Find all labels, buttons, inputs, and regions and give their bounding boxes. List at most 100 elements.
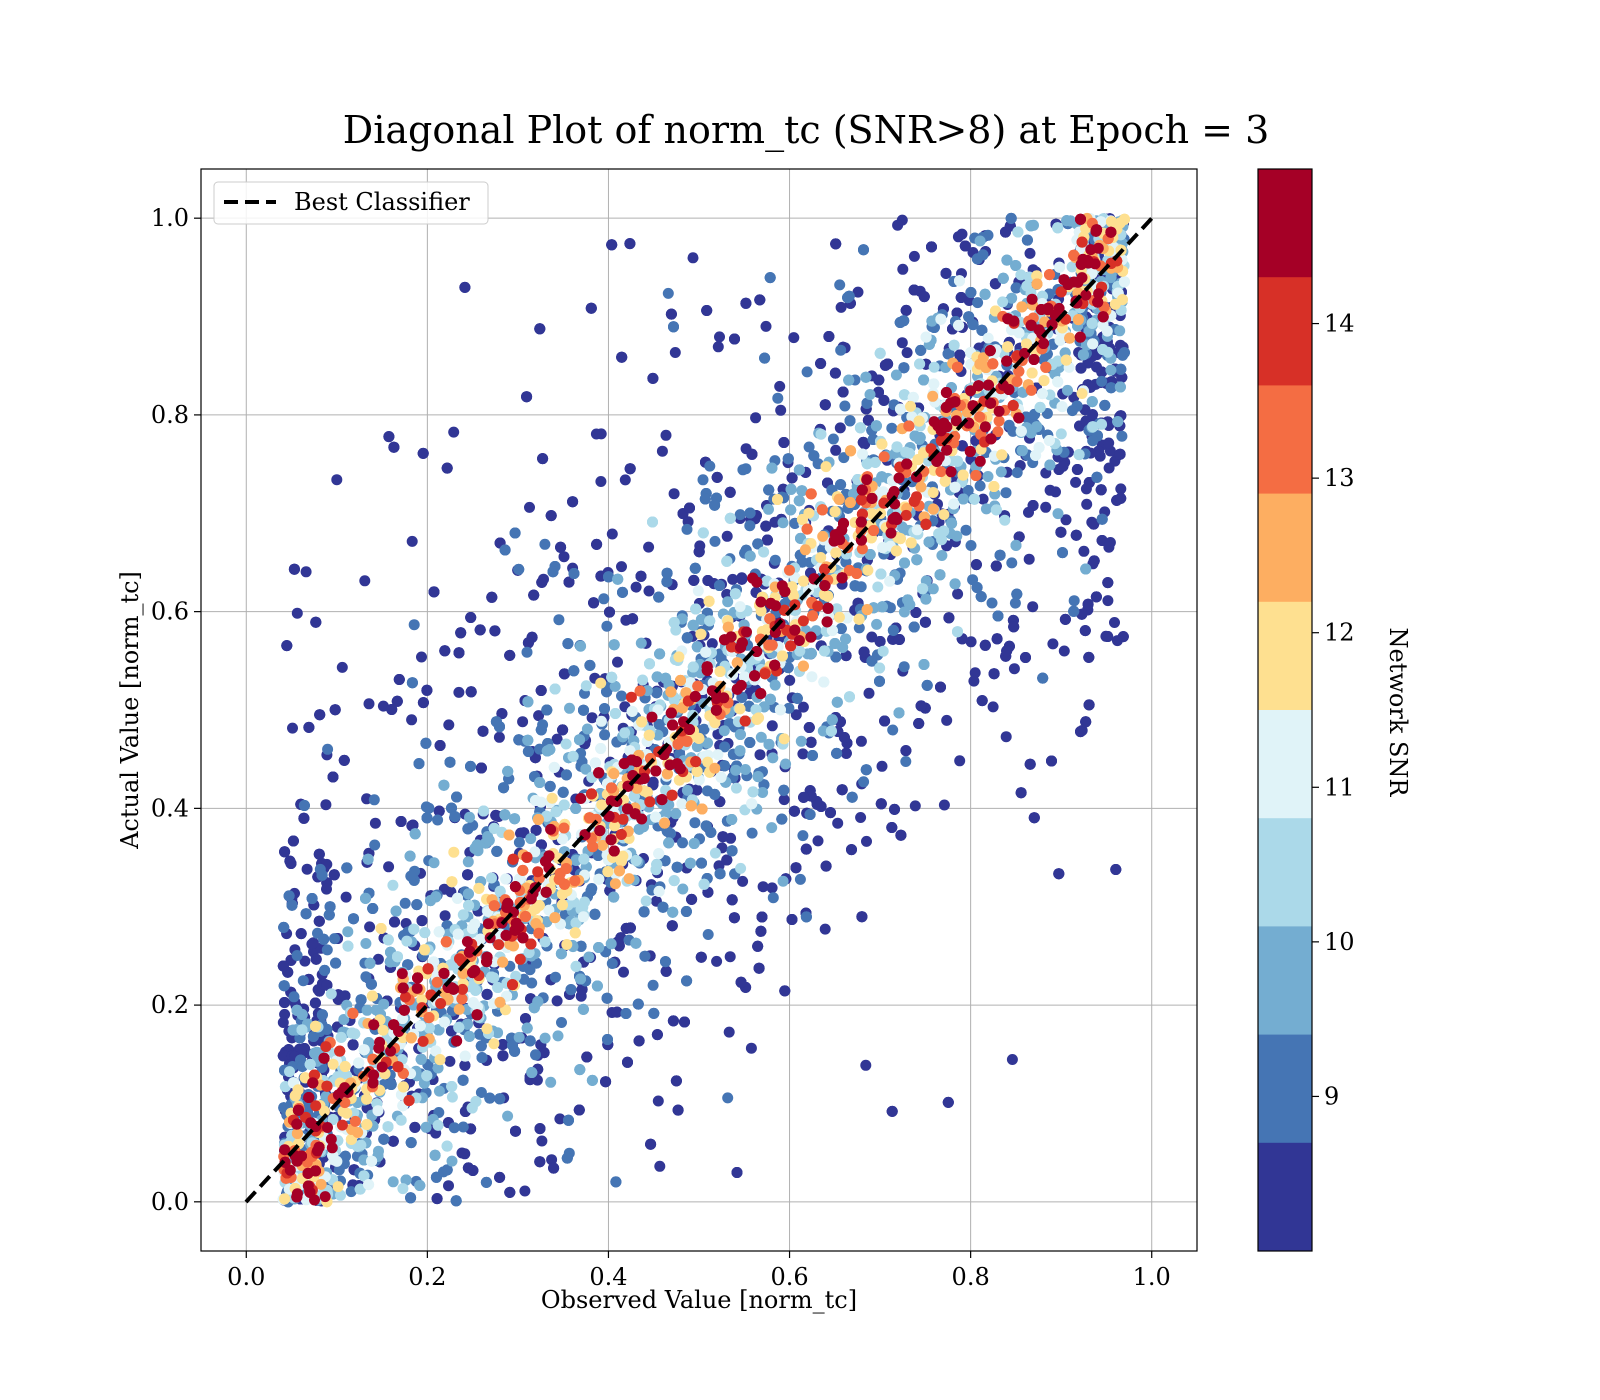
scatter-point	[777, 875, 789, 887]
scatter-point	[573, 1104, 585, 1116]
scatter-point	[734, 509, 746, 521]
scatter-point	[693, 546, 705, 558]
scatter-point	[1114, 448, 1126, 460]
scatter-point	[389, 916, 400, 928]
scatter-point	[660, 672, 672, 684]
scatter-point	[536, 1135, 548, 1147]
scatter-point	[670, 1075, 682, 1087]
scatter-point	[926, 241, 937, 253]
scatter-point	[677, 837, 688, 849]
scatter-point	[339, 990, 351, 1002]
scatter-point	[285, 858, 297, 869]
scatter-point	[414, 1180, 426, 1191]
scatter-point	[898, 315, 910, 327]
scatter-point	[428, 857, 440, 869]
scatter-point	[499, 544, 511, 556]
scatter-point	[551, 733, 563, 745]
scatter-point	[465, 612, 477, 623]
scatter-point	[561, 1152, 573, 1164]
scatter-point	[744, 520, 756, 532]
scatter-point	[449, 811, 461, 823]
scatter-point	[965, 636, 977, 648]
scatter-point	[522, 746, 534, 757]
scatter-point	[490, 716, 502, 728]
scatter-point	[709, 788, 721, 800]
scatter-point	[837, 386, 849, 398]
scatter-point	[876, 760, 888, 772]
scatter-point	[399, 897, 411, 909]
scatter-point	[956, 228, 968, 240]
scatter-point	[291, 607, 303, 619]
scatter-point	[855, 581, 867, 593]
scatter-point	[638, 906, 650, 918]
scatter-point	[577, 1003, 589, 1015]
scatter-point	[537, 719, 549, 731]
scatter-point	[593, 942, 605, 953]
scatter-point	[803, 441, 815, 453]
scatter-point	[858, 646, 870, 658]
scatter-point	[696, 857, 707, 869]
scatter-point	[736, 572, 748, 584]
scatter-point	[955, 292, 967, 303]
scatter-point	[900, 745, 912, 757]
scatter-point	[875, 798, 887, 810]
scatter-point	[746, 827, 758, 839]
scatter-point	[657, 901, 669, 913]
scatter-point	[989, 278, 1001, 290]
scatter-point	[1078, 545, 1090, 557]
scatter-point	[805, 736, 817, 748]
scatter-point	[1103, 462, 1115, 474]
scatter-point	[277, 960, 289, 972]
scatter-point	[701, 305, 713, 316]
scatter-point	[1087, 409, 1099, 420]
scatter-point	[591, 538, 603, 550]
scatter-point	[521, 646, 533, 658]
scatter-point	[979, 639, 991, 651]
scatter-point	[300, 908, 312, 920]
scatter-point	[820, 860, 832, 872]
scatter-point	[660, 956, 671, 968]
scatter-point	[611, 1006, 623, 1018]
scatter-point	[319, 964, 331, 976]
scatter-point	[935, 681, 946, 693]
scatter-point	[619, 474, 631, 486]
scatter-point	[287, 722, 298, 734]
scatter-point	[681, 975, 693, 987]
scatter-point	[734, 729, 746, 740]
scatter-point	[1001, 254, 1013, 266]
scatter-point	[601, 620, 613, 632]
scatter-point	[606, 958, 618, 969]
scatter-point	[667, 1015, 679, 1027]
scatter-point	[439, 910, 451, 922]
scatter-point	[1096, 375, 1108, 387]
scatter-point	[462, 869, 474, 881]
scatter-point	[910, 607, 922, 618]
scatter-point	[377, 700, 389, 712]
scatter-point	[886, 1105, 898, 1117]
scatter-point	[600, 1076, 612, 1088]
scatter-point	[919, 616, 931, 628]
scatter-point	[287, 835, 299, 847]
scatter-point	[618, 966, 629, 978]
scatter-point	[1020, 652, 1031, 663]
scatter-point	[504, 649, 516, 661]
scatter-point	[647, 372, 659, 384]
scatter-point	[666, 920, 678, 932]
scatter-point	[639, 950, 651, 962]
scatter-point	[421, 812, 433, 824]
scatter-point	[459, 281, 471, 293]
scatter-point	[660, 965, 672, 977]
scatter-point	[519, 1185, 531, 1197]
scatter-point	[524, 1035, 536, 1047]
scatter-point	[1006, 1054, 1018, 1065]
scatter-point	[1011, 467, 1023, 479]
scatter-point	[560, 769, 572, 781]
scatter-point	[918, 659, 930, 670]
scatter-point	[807, 750, 818, 761]
scatter-point	[651, 1029, 663, 1041]
scatter-point	[643, 541, 655, 553]
scatter-point	[718, 725, 730, 737]
scatter-point	[556, 1017, 567, 1028]
scatter-point	[778, 437, 790, 448]
scatter-point	[446, 1155, 458, 1167]
